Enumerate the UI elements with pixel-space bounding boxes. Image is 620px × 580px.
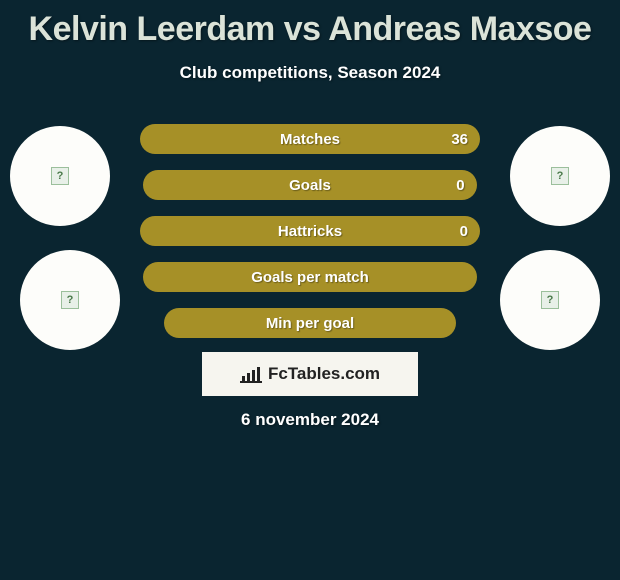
stat-label: Matches <box>280 131 340 148</box>
team1-logo <box>20 250 120 350</box>
stats-list: Matches 36 Goals 0 Hattricks 0 Goals per match… <box>140 124 480 354</box>
stat-value-right: 0 <box>456 177 464 194</box>
page-title: Kelvin Leerdam vs Andreas Maxsoe <box>0 0 620 49</box>
fctables-logo: FcTables.com <box>202 352 418 396</box>
player2-avatar <box>510 126 610 226</box>
stat-row: Min per goal <box>164 308 456 338</box>
date-text: 6 november 2024 <box>0 410 620 430</box>
stat-value-right: 0 <box>460 223 468 240</box>
stat-label: Goals <box>289 177 331 194</box>
stat-row: Matches 36 <box>140 124 480 154</box>
stat-row: Hattricks 0 <box>140 216 480 246</box>
stat-label: Min per goal <box>266 315 354 332</box>
broken-image-icon <box>551 167 569 185</box>
team2-logo <box>500 250 600 350</box>
stat-row: Goals per match <box>143 262 476 292</box>
subtitle: Club competitions, Season 2024 <box>0 63 620 83</box>
bar-chart-icon <box>240 365 262 383</box>
stat-label: Hattricks <box>278 223 342 240</box>
broken-image-icon <box>541 291 559 309</box>
player1-avatar <box>10 126 110 226</box>
broken-image-icon <box>61 291 79 309</box>
logo-text: FcTables.com <box>268 364 380 384</box>
stat-row: Goals 0 <box>143 170 476 200</box>
stat-label: Goals per match <box>251 269 369 286</box>
stat-value-right: 36 <box>451 131 468 148</box>
broken-image-icon <box>51 167 69 185</box>
